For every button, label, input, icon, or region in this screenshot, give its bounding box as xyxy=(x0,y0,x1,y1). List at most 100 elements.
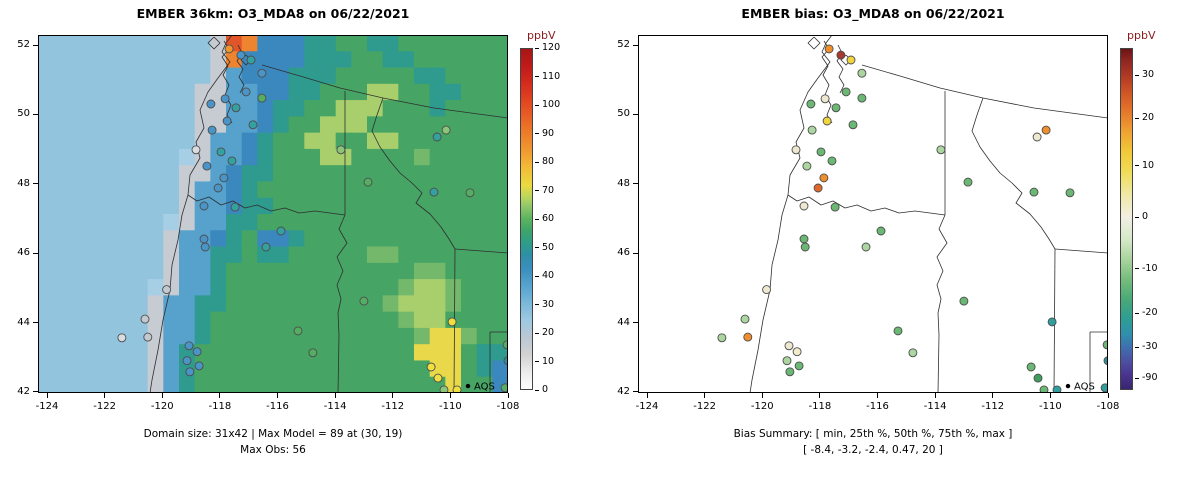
colorbar-units-label: ppbV xyxy=(527,29,556,42)
colorbar-tick-label: 20 xyxy=(542,327,555,338)
caption-bias-summary-header: Bias Summary: [ min, 25th %, 50th %, 75t… xyxy=(733,428,1013,440)
station-point xyxy=(261,242,271,252)
raster-cell xyxy=(38,262,55,280)
station-point xyxy=(219,173,229,183)
raster-cell xyxy=(367,116,384,134)
colorbar-tick-label: 50 xyxy=(542,241,555,253)
raster-cell xyxy=(304,376,321,393)
x-axis: -124 -122 -120 -118 -116 -114 -112 -110 -108 xyxy=(36,393,519,421)
raster-cell xyxy=(367,214,384,231)
raster-cell xyxy=(382,376,399,393)
raster-cell xyxy=(163,83,180,101)
raster-cell xyxy=(398,35,415,52)
x-tick-label: -122 xyxy=(93,401,116,412)
station-point xyxy=(936,145,946,155)
raster-cell xyxy=(194,35,211,52)
x-tick-mark xyxy=(1107,393,1109,398)
raster-cell xyxy=(414,51,431,68)
x-tick-mark xyxy=(507,393,509,398)
station-point xyxy=(861,242,871,252)
raster-cell xyxy=(210,327,227,345)
raster-cell xyxy=(69,360,86,378)
raster-cell xyxy=(132,262,149,280)
raster-cell xyxy=(476,279,493,296)
raster-cell xyxy=(461,344,478,361)
raster-cell xyxy=(85,67,102,85)
station-point xyxy=(429,187,439,197)
raster-cell xyxy=(179,262,196,280)
raster-cell xyxy=(38,148,55,166)
raster-cell xyxy=(476,311,493,329)
raster-cell xyxy=(100,230,117,247)
colorbar-tick-label: 30 xyxy=(542,298,555,310)
raster-cell xyxy=(288,230,305,247)
raster-cell xyxy=(492,51,508,68)
colorbar-axis: 30 20 10 0 -10 -20 -30 -90 xyxy=(1134,48,1176,390)
y-tick-mark xyxy=(33,183,38,185)
station-point xyxy=(227,156,237,166)
station-point xyxy=(222,116,232,126)
raster-cell xyxy=(53,214,70,231)
raster-cell xyxy=(38,214,55,231)
raster-cell xyxy=(257,148,274,166)
y-tick-mark xyxy=(633,391,638,393)
raster-cell xyxy=(273,100,290,117)
raster-cell xyxy=(69,148,86,166)
raster-cell xyxy=(241,246,258,264)
x-tick-mark xyxy=(46,393,48,398)
station-point xyxy=(743,332,753,342)
raster-cell xyxy=(163,376,180,393)
raster-cell xyxy=(38,327,55,345)
raster-cell xyxy=(147,295,164,313)
raster-cell xyxy=(116,148,133,166)
raster-cell xyxy=(382,230,399,247)
raster-cell xyxy=(241,360,258,378)
raster-cell xyxy=(226,311,243,329)
raster-cell xyxy=(257,132,274,150)
raster-cell xyxy=(257,181,274,199)
raster-cell xyxy=(382,181,399,199)
raster-cell xyxy=(476,148,493,166)
raster-cell xyxy=(351,197,368,215)
raster-cell xyxy=(194,83,211,101)
raster-cell xyxy=(100,262,117,280)
raster-cell xyxy=(85,327,102,345)
raster-cell xyxy=(100,344,117,361)
raster-cell xyxy=(288,100,305,117)
raster-cell xyxy=(414,35,431,52)
raster-cell xyxy=(476,262,493,280)
raster-cell xyxy=(288,67,305,85)
bias-map-panel: EMBER bias: O3_MDA8 on 06/22/2021 AQS -1… xyxy=(600,0,1200,479)
station-point xyxy=(799,201,809,211)
caption-max-obs: Max Obs: 56 xyxy=(240,444,306,456)
raster-cell xyxy=(132,132,149,150)
x-tick-label: -120 xyxy=(150,401,174,412)
x-tick-mark xyxy=(877,393,878,398)
raster-cell xyxy=(398,360,415,378)
raster-cell xyxy=(210,344,227,361)
colorbar-tick-mark xyxy=(1135,117,1139,119)
raster-cell xyxy=(116,360,133,378)
raster-cell xyxy=(335,83,352,101)
colorbar-tick-mark xyxy=(1135,377,1139,379)
raster-cell xyxy=(273,35,290,52)
raster-cell xyxy=(179,214,196,231)
raster-cell xyxy=(85,360,102,378)
raster-cell xyxy=(351,376,368,393)
raster-cell xyxy=(163,295,180,313)
y-tick-label: 46 xyxy=(17,247,30,259)
raster-cell xyxy=(38,376,55,393)
raster-cell xyxy=(351,100,368,117)
raster-cell xyxy=(304,83,321,101)
raster-cell xyxy=(163,51,180,68)
raster-cell xyxy=(257,295,274,313)
raster-cell xyxy=(398,148,415,166)
raster-cell xyxy=(273,230,290,247)
colorbar-tick-label: 10 xyxy=(1142,159,1155,171)
raster-cell xyxy=(69,83,86,101)
station-point xyxy=(213,183,223,193)
raster-cell xyxy=(476,230,493,247)
y-tick-mark xyxy=(633,44,638,46)
raster-cell xyxy=(414,295,431,313)
